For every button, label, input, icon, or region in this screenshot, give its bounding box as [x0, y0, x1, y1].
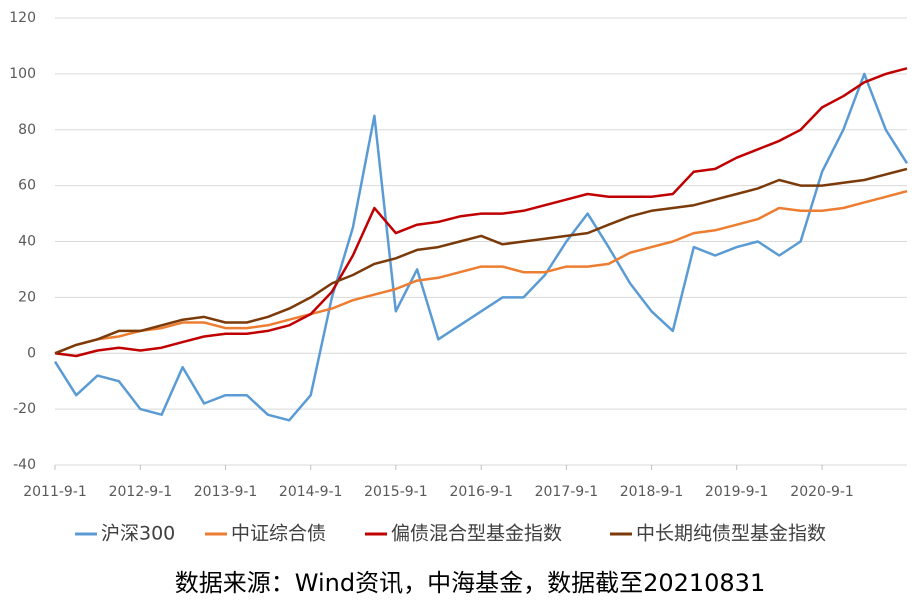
legend-text: 偏债混合型基金指数	[391, 523, 562, 545]
y-tick-label: 0	[27, 345, 36, 361]
series-line	[54, 167, 908, 355]
y-tick-label: 120	[9, 10, 36, 26]
y-tick-label: 20	[18, 289, 36, 305]
x-tick-label: 2018-9-1	[620, 484, 684, 500]
legend-text: 中长期纯债型基金指数	[636, 523, 826, 545]
y-tick-label: 60	[18, 178, 36, 194]
x-tick-label: 2012-9-1	[109, 484, 173, 500]
series-line	[54, 67, 908, 358]
x-tick-label: 2017-9-1	[535, 484, 599, 500]
x-tick-label: 2019-9-1	[705, 484, 769, 500]
x-tick-label: 2013-9-1	[194, 484, 258, 500]
x-tick-label: 2011-9-1	[23, 484, 87, 500]
y-tick-label: 100	[9, 66, 36, 82]
x-tick-label: 2016-9-1	[449, 484, 513, 500]
y-tick-label: 40	[18, 234, 36, 250]
series-line	[53, 72, 909, 422]
legend-text: 沪深300	[101, 523, 175, 545]
source-note: 数据来源：Wind资讯，中海基金，数据截至20210831	[175, 569, 765, 597]
legend-text: 中证综合债	[231, 523, 326, 545]
series-line	[54, 189, 908, 355]
y-tick-label: -20	[13, 401, 36, 417]
x-tick-label: 2015-9-1	[364, 484, 428, 500]
x-tick-label: 2014-9-1	[279, 484, 343, 500]
x-tick-label: 2020-9-1	[790, 484, 854, 500]
y-tick-label: -40	[13, 457, 36, 473]
y-tick-label: 80	[18, 122, 36, 138]
